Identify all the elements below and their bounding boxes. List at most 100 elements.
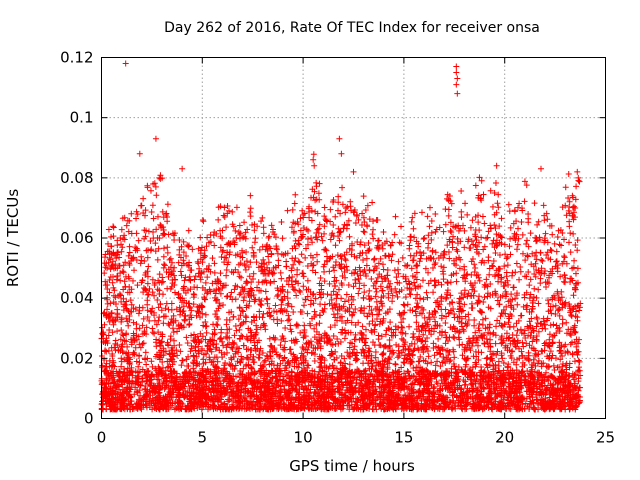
data-point bbox=[467, 224, 474, 231]
data-point bbox=[516, 200, 523, 207]
data-point bbox=[350, 283, 357, 290]
data-point bbox=[377, 255, 384, 262]
data-point bbox=[547, 348, 554, 355]
data-point bbox=[419, 324, 426, 331]
data-point bbox=[558, 242, 565, 249]
data-point bbox=[320, 308, 327, 315]
data-point bbox=[284, 289, 291, 296]
data-point bbox=[170, 353, 177, 360]
data-point bbox=[392, 285, 399, 292]
data-point bbox=[180, 249, 187, 256]
data-point bbox=[384, 266, 391, 273]
data-point bbox=[336, 237, 343, 244]
data-point bbox=[476, 239, 483, 246]
data-point bbox=[345, 282, 352, 289]
data-point bbox=[513, 332, 520, 339]
data-point bbox=[125, 228, 132, 235]
data-point bbox=[118, 241, 125, 248]
data-point bbox=[528, 329, 535, 336]
data-point bbox=[202, 350, 209, 357]
data-point bbox=[351, 343, 358, 350]
data-point bbox=[232, 296, 239, 303]
data-point bbox=[342, 274, 349, 281]
data-point bbox=[453, 270, 460, 277]
data-point bbox=[345, 352, 352, 359]
data-point bbox=[126, 249, 133, 256]
data-point bbox=[203, 243, 210, 250]
data-point bbox=[192, 273, 199, 280]
data-point bbox=[176, 246, 183, 253]
data-point bbox=[164, 249, 171, 256]
data-point bbox=[111, 363, 118, 370]
data-point bbox=[527, 291, 534, 298]
data-point bbox=[480, 191, 487, 198]
data-point bbox=[319, 237, 326, 244]
data-point bbox=[160, 253, 167, 260]
data-point bbox=[558, 294, 565, 301]
data-point bbox=[326, 280, 333, 287]
data-point bbox=[389, 298, 396, 305]
data-point bbox=[256, 246, 263, 253]
data-point bbox=[456, 342, 463, 349]
data-point bbox=[425, 314, 432, 321]
data-point bbox=[262, 326, 269, 333]
data-point bbox=[526, 295, 533, 302]
data-point bbox=[393, 289, 400, 296]
data-point bbox=[545, 300, 552, 307]
data-point bbox=[484, 354, 491, 361]
data-point bbox=[505, 201, 512, 208]
data-point bbox=[501, 282, 508, 289]
data-point bbox=[316, 221, 323, 228]
data-point bbox=[168, 300, 175, 307]
data-point bbox=[559, 353, 566, 360]
data-point bbox=[334, 291, 341, 298]
data-point bbox=[326, 268, 333, 275]
data-point bbox=[170, 329, 177, 336]
data-point bbox=[185, 243, 192, 250]
data-point bbox=[462, 200, 469, 207]
data-point bbox=[106, 276, 113, 283]
data-point bbox=[513, 246, 520, 253]
data-point bbox=[553, 248, 560, 255]
data-point bbox=[121, 278, 128, 285]
data-point bbox=[554, 268, 561, 275]
data-point bbox=[515, 317, 522, 324]
data-point bbox=[313, 251, 320, 258]
data-point bbox=[304, 277, 311, 284]
data-point bbox=[360, 228, 367, 235]
data-point bbox=[479, 316, 486, 323]
data-point bbox=[570, 209, 577, 216]
data-point bbox=[444, 279, 451, 286]
data-point bbox=[217, 227, 224, 234]
data-point bbox=[396, 288, 403, 295]
data-point bbox=[383, 238, 390, 245]
data-point bbox=[461, 266, 468, 273]
data-point bbox=[458, 323, 465, 330]
data-point bbox=[398, 223, 405, 230]
data-point bbox=[125, 322, 132, 329]
data-point bbox=[396, 239, 403, 246]
data-point bbox=[518, 218, 525, 225]
data-point bbox=[119, 331, 126, 338]
data-point bbox=[394, 293, 401, 300]
data-point bbox=[126, 217, 133, 224]
data-point bbox=[499, 355, 506, 362]
data-point bbox=[566, 239, 573, 246]
data-point bbox=[420, 296, 427, 303]
data-point bbox=[571, 257, 578, 264]
data-point bbox=[410, 333, 417, 340]
data-point bbox=[187, 348, 194, 355]
data-point bbox=[210, 362, 217, 369]
data-point bbox=[505, 319, 512, 326]
data-point bbox=[360, 406, 367, 413]
data-point bbox=[447, 219, 454, 226]
data-point bbox=[400, 315, 407, 322]
data-point bbox=[445, 248, 452, 255]
data-point bbox=[491, 221, 498, 228]
data-point bbox=[509, 269, 516, 276]
data-point bbox=[113, 314, 120, 321]
data-point bbox=[266, 335, 273, 342]
data-point bbox=[164, 244, 171, 251]
data-point bbox=[565, 195, 572, 202]
data-point bbox=[517, 326, 524, 333]
